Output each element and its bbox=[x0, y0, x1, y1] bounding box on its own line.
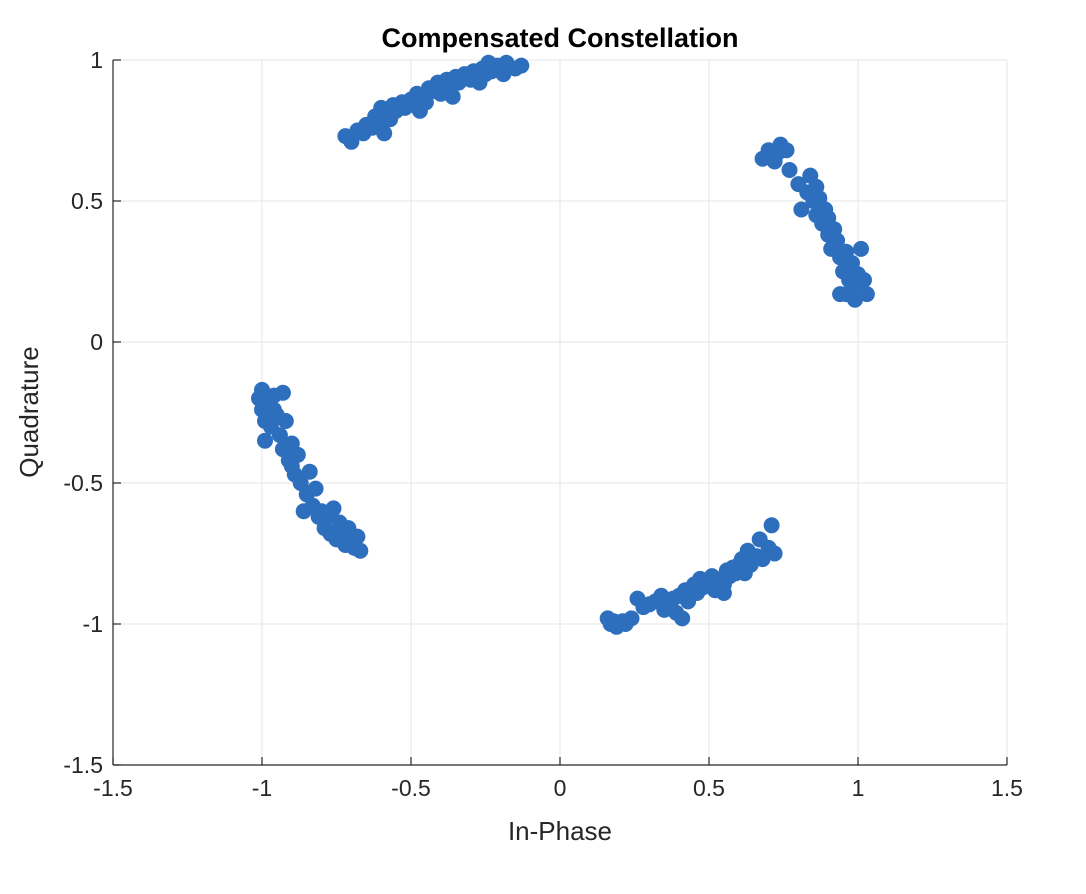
scatter-point bbox=[257, 432, 273, 449]
axes bbox=[112, 59, 1008, 766]
scatter-point bbox=[858, 286, 875, 303]
scatter-point bbox=[674, 610, 691, 627]
scatter-point bbox=[793, 201, 810, 218]
scatter-point bbox=[301, 463, 318, 480]
scatter-point bbox=[766, 545, 783, 562]
y-tick-label: -1.5 bbox=[63, 752, 103, 778]
scatter-point bbox=[471, 74, 488, 91]
scatter-point bbox=[307, 480, 324, 497]
x-tick-labels: -1.5 -1 -0.5 0 0.5 1 1.5 bbox=[93, 775, 1023, 801]
scatter-point bbox=[623, 610, 640, 627]
scatter-point bbox=[352, 542, 369, 559]
x-tick-label: 0 bbox=[554, 775, 567, 801]
scatter-point bbox=[277, 413, 294, 429]
scatter-point bbox=[832, 286, 849, 303]
scatter-point bbox=[781, 162, 798, 178]
x-tick-label: 0.5 bbox=[693, 775, 725, 801]
scatter-point bbox=[778, 142, 795, 159]
scatter-point bbox=[444, 88, 461, 105]
x-tick-label: -1.5 bbox=[93, 775, 133, 801]
grid-lines bbox=[112, 59, 1008, 766]
scatter-point bbox=[271, 427, 288, 444]
scatter-point bbox=[325, 500, 342, 517]
scatter-points bbox=[251, 54, 875, 635]
y-tick-labels: -1.5 -1 -0.5 0 0.5 1 bbox=[63, 47, 103, 778]
scatter-point bbox=[715, 585, 732, 601]
scatter-point bbox=[283, 458, 300, 475]
x-tick-label: 1 bbox=[852, 775, 865, 801]
scatter-point bbox=[254, 381, 270, 398]
scatter-point bbox=[853, 240, 869, 257]
y-tick-label: 1 bbox=[90, 47, 103, 73]
y-tick-label: -1 bbox=[83, 611, 103, 637]
scatter-point bbox=[349, 528, 366, 545]
scatter-point bbox=[376, 125, 393, 142]
chart-title: Compensated Constellation bbox=[381, 23, 738, 53]
scatter-point bbox=[856, 272, 872, 288]
y-tick-label: 0 bbox=[90, 329, 103, 355]
x-tick-label: -0.5 bbox=[391, 775, 431, 801]
y-tick-label: -0.5 bbox=[63, 470, 103, 496]
x-tick-label: 1.5 bbox=[991, 775, 1023, 801]
scatter-point bbox=[763, 517, 780, 534]
scatter-point bbox=[829, 232, 846, 249]
scatter-point bbox=[513, 57, 530, 74]
scatter-point bbox=[265, 401, 282, 418]
y-axis-label: Quadrature bbox=[14, 346, 44, 478]
x-tick-label: -1 bbox=[252, 775, 272, 801]
scatter-point bbox=[274, 384, 291, 401]
scatter-point bbox=[411, 102, 428, 119]
y-tick-label: 0.5 bbox=[71, 188, 103, 214]
x-axis-label: In-Phase bbox=[508, 816, 612, 846]
